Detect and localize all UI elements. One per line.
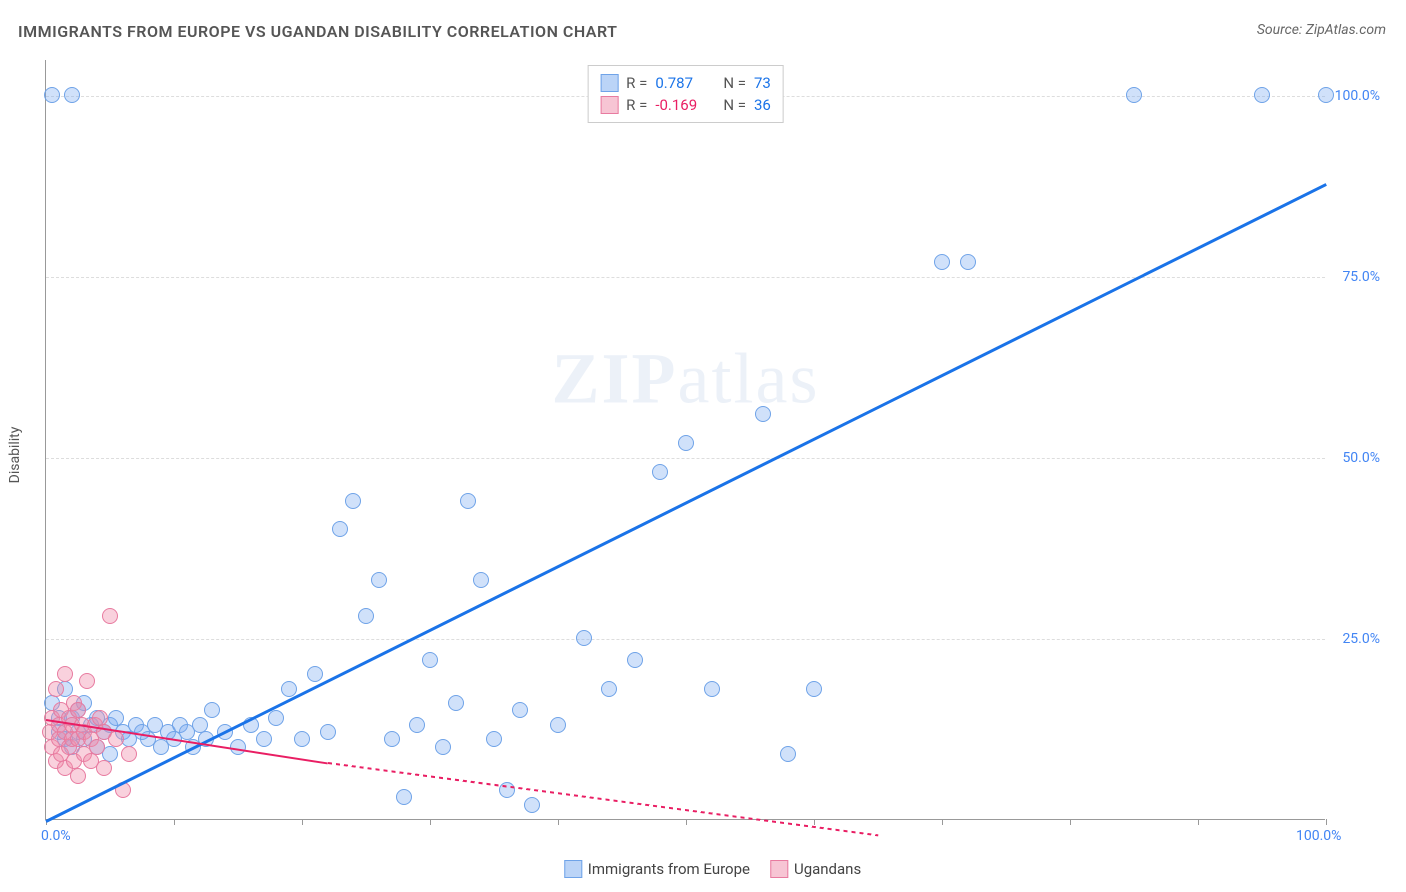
scatter-point <box>48 681 64 697</box>
scatter-point <box>320 724 336 740</box>
x-tick <box>174 819 175 825</box>
scatter-point <box>486 731 502 747</box>
x-tick-label: 100.0% <box>1296 828 1341 844</box>
x-tick <box>1326 819 1327 825</box>
scatter-point <box>332 521 348 537</box>
legend-series-label: Immigrants from Europe <box>588 860 750 878</box>
scatter-point <box>524 797 540 813</box>
scatter-point <box>89 739 105 755</box>
n-value: 73 <box>754 74 771 92</box>
legend-series-item: Immigrants from Europe <box>564 860 750 878</box>
legend-stats-row: R = 0.787 N = 73 <box>600 72 771 94</box>
r-value: -0.169 <box>655 96 715 114</box>
scatter-point <box>44 87 60 103</box>
r-label: R = <box>626 74 647 92</box>
scatter-point <box>70 768 86 784</box>
scatter-point <box>934 254 950 270</box>
scatter-point <box>652 464 668 480</box>
scatter-point <box>550 717 566 733</box>
legend-swatch <box>600 74 618 92</box>
scatter-point <box>409 717 425 733</box>
chart-container: Disability ZIPatlas R =0.787N =73R =-0.1… <box>45 60 1380 850</box>
scatter-point <box>755 406 771 422</box>
x-tick <box>686 819 687 825</box>
scatter-point <box>627 652 643 668</box>
scatter-point <box>1318 87 1334 103</box>
source-attribution: Source: ZipAtlas.com <box>1257 22 1386 38</box>
scatter-point <box>1126 87 1142 103</box>
y-tick-label: 25.0% <box>1342 631 1380 647</box>
scatter-point <box>460 493 476 509</box>
x-tick <box>814 819 815 825</box>
x-tick <box>302 819 303 825</box>
scatter-point <box>96 760 112 776</box>
scatter-point <box>396 789 412 805</box>
scatter-point <box>70 702 86 718</box>
scatter-point <box>204 702 220 718</box>
chart-title: IMMIGRANTS FROM EUROPE VS UGANDAN DISABI… <box>18 22 618 41</box>
scatter-point <box>281 681 297 697</box>
x-tick <box>430 819 431 825</box>
legend-series: Immigrants from Europe Ugandans <box>564 860 861 878</box>
scatter-point <box>358 608 374 624</box>
n-label: N = <box>723 74 746 92</box>
y-tick-label: 100.0% <box>1335 88 1380 104</box>
scatter-point <box>448 695 464 711</box>
legend-stats-row: R = -0.169 N = 36 <box>600 94 771 116</box>
scatter-point <box>102 608 118 624</box>
x-tick <box>558 819 559 825</box>
y-tick-label: 75.0% <box>1342 269 1380 285</box>
scatter-point <box>601 681 617 697</box>
x-tick <box>1198 819 1199 825</box>
scatter-point <box>422 652 438 668</box>
x-tick <box>1070 819 1071 825</box>
scatter-point <box>64 87 80 103</box>
scatter-point <box>79 673 95 689</box>
scatter-point <box>512 702 528 718</box>
scatter-point <box>256 731 272 747</box>
scatter-point <box>57 666 73 682</box>
scatter-point <box>473 572 489 588</box>
trend-line <box>45 183 1326 823</box>
scatter-point <box>230 739 246 755</box>
gridline-h <box>46 639 1325 640</box>
r-value: 0.787 <box>655 74 715 92</box>
scatter-point <box>307 666 323 682</box>
scatter-point <box>1254 87 1270 103</box>
y-axis-label: Disability <box>7 427 23 484</box>
legend-stats: R = 0.787 N = 73 R = -0.169 N = 36 <box>587 65 784 123</box>
legend-series-label: Ugandans <box>794 860 861 878</box>
legend-swatch <box>770 860 788 878</box>
scatter-point <box>435 739 451 755</box>
scatter-point <box>92 710 108 726</box>
scatter-point <box>576 630 592 646</box>
scatter-point <box>108 731 124 747</box>
n-label: N = <box>723 96 746 114</box>
scatter-point <box>121 746 137 762</box>
scatter-point <box>294 731 310 747</box>
x-tick <box>942 819 943 825</box>
plot-area: ZIPatlas R =0.787N =73R =-0.169N =36 25.… <box>45 60 1325 820</box>
scatter-point <box>960 254 976 270</box>
scatter-point <box>704 681 720 697</box>
scatter-point <box>384 731 400 747</box>
scatter-point <box>806 681 822 697</box>
legend-swatch <box>564 860 582 878</box>
x-tick-label: 0.0% <box>41 828 71 844</box>
y-tick-label: 50.0% <box>1342 450 1380 466</box>
gridline-h <box>46 458 1325 459</box>
scatter-point <box>371 572 387 588</box>
scatter-point <box>345 493 361 509</box>
legend-swatch <box>600 96 618 114</box>
watermark: ZIPatlas <box>552 337 820 420</box>
r-label: R = <box>626 96 647 114</box>
n-value: 36 <box>754 96 771 114</box>
scatter-point <box>268 710 284 726</box>
scatter-point <box>780 746 796 762</box>
scatter-point <box>678 435 694 451</box>
legend-series-item: Ugandans <box>770 860 861 878</box>
